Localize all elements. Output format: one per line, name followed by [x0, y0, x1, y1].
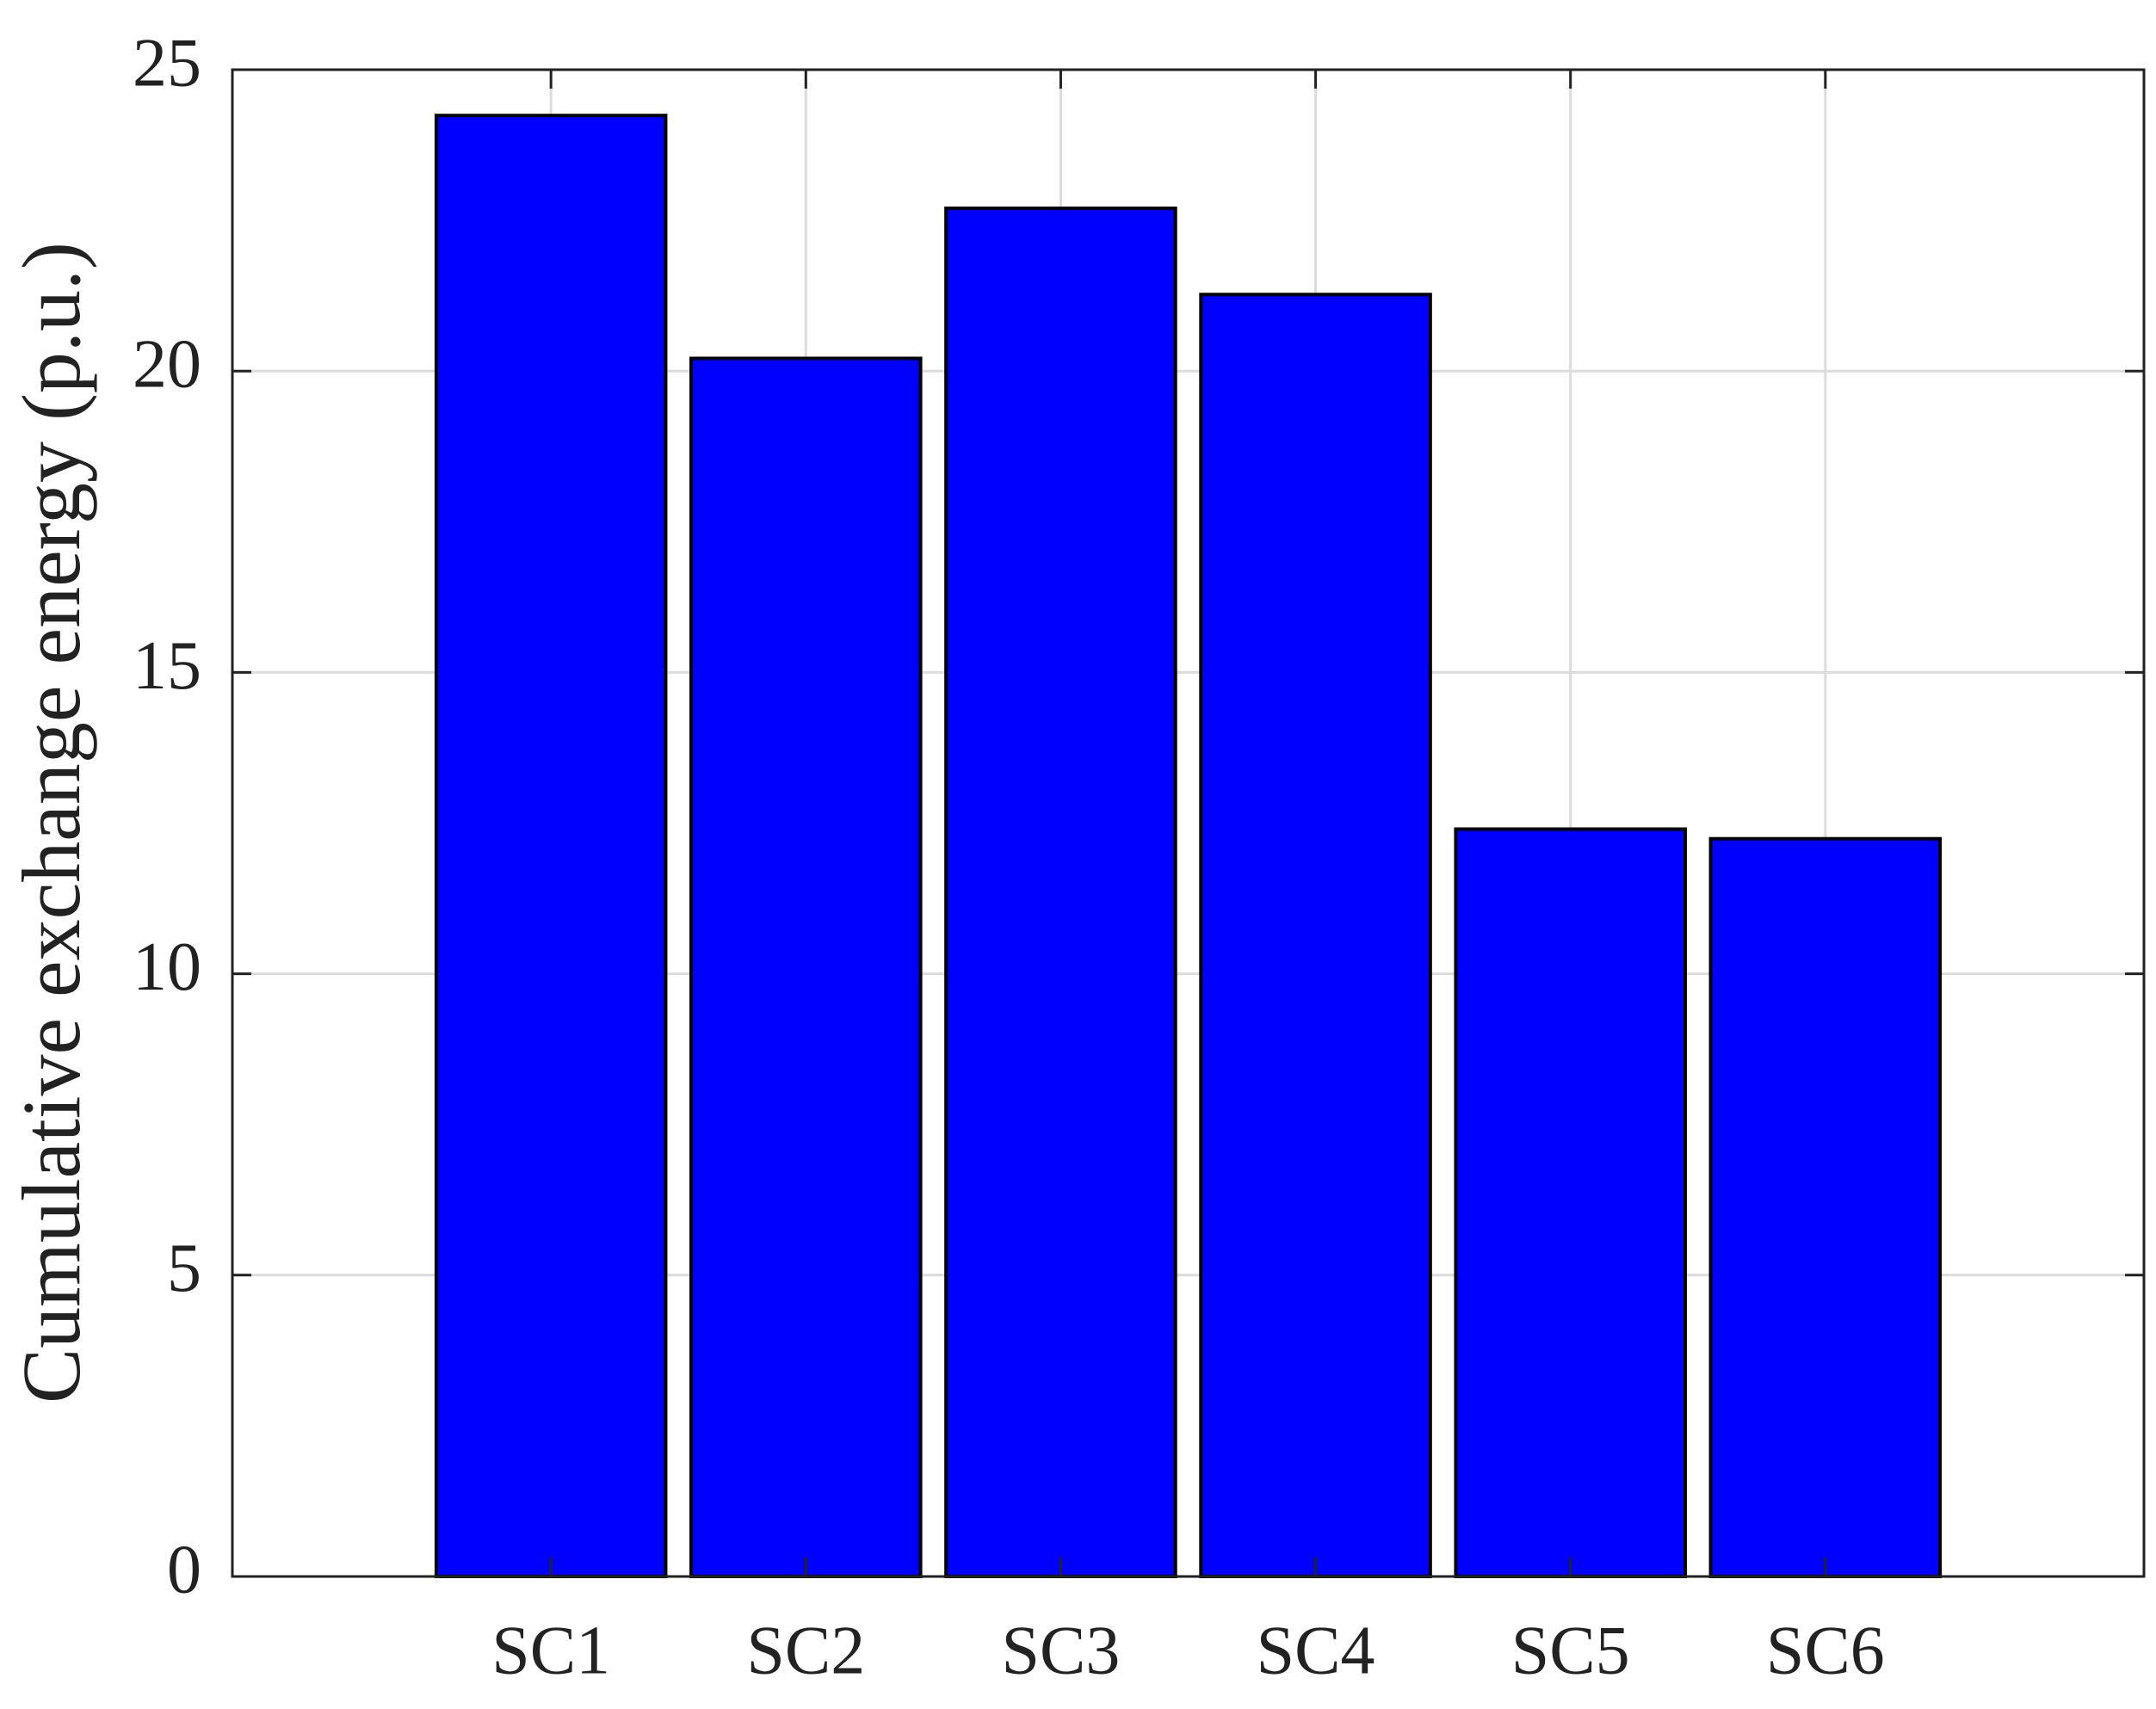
y-tick-label: 20: [133, 327, 201, 403]
x-tick-label: SC1: [491, 1613, 610, 1688]
bar: [1454, 827, 1687, 1578]
y-tick-label: 0: [167, 1532, 201, 1607]
plot-frame: [231, 68, 2146, 1578]
x-tick-label: SC3: [1002, 1613, 1121, 1688]
x-tick-label: SC5: [1511, 1613, 1630, 1688]
y-tick-label: 5: [167, 1231, 201, 1306]
bar: [434, 114, 668, 1579]
bar: [944, 207, 1177, 1578]
y-tick-label: 25: [133, 25, 201, 101]
y-tick-label: 10: [133, 929, 201, 1005]
bar: [1199, 293, 1432, 1579]
x-tick-label: SC4: [1257, 1613, 1375, 1688]
x-tick-label: SC6: [1766, 1613, 1885, 1688]
bar: [1708, 836, 1943, 1578]
x-tick-label: SC2: [746, 1613, 865, 1688]
y-axis-label: Cumulative exchange energy (p.u.): [5, 242, 97, 1404]
bar: [689, 356, 923, 1579]
y-tick-label: 15: [133, 628, 201, 704]
